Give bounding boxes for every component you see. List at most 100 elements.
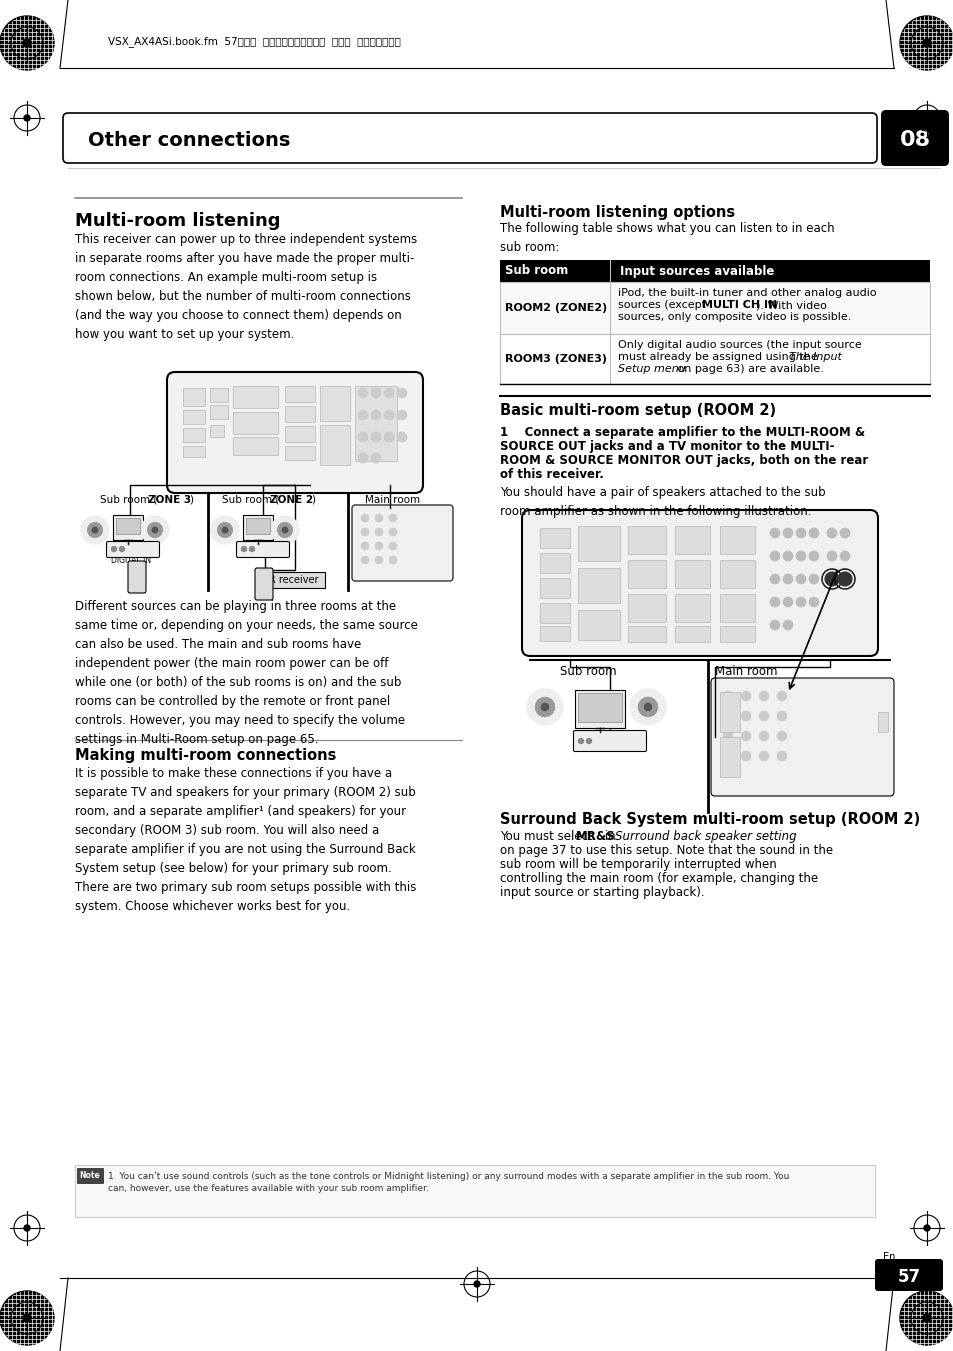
Circle shape [23,39,30,47]
Circle shape [360,542,369,550]
Circle shape [535,697,555,717]
Circle shape [24,115,30,122]
Circle shape [277,523,293,538]
Text: You must select: You must select [499,830,596,843]
Circle shape [808,597,818,607]
FancyBboxPatch shape [710,678,893,796]
Circle shape [360,513,369,521]
Circle shape [271,516,298,544]
Bar [183,446,205,457]
Circle shape [389,528,396,536]
Text: input source or starting playback).: input source or starting playback). [499,886,704,898]
Circle shape [740,731,750,740]
Bar [675,561,709,588]
Circle shape [526,689,562,725]
Bar [499,259,929,282]
Circle shape [776,751,786,761]
Circle shape [899,1292,953,1346]
Text: Main room: Main room [365,494,419,505]
Text: Sub room: Sub room [559,665,616,678]
Circle shape [24,1225,30,1231]
Text: Sub room: Sub room [504,265,568,277]
Text: The following table shows what you can listen to in each
sub room:: The following table shows what you can l… [499,222,834,254]
Circle shape [837,571,851,586]
Circle shape [360,557,369,563]
Circle shape [769,597,780,607]
Bar [285,446,314,459]
Bar [319,426,350,465]
Circle shape [923,115,929,122]
Text: Making multi-room connections: Making multi-room connections [75,748,336,763]
FancyBboxPatch shape [880,109,948,166]
Text: Different sources can be playing in three rooms at the
same time or, depending o: Different sources can be playing in thre… [75,600,417,746]
Circle shape [795,551,805,561]
Text: Other connections: Other connections [88,131,290,150]
Circle shape [923,39,930,47]
Text: This receiver can power up to three independent systems
in separate rooms after : This receiver can power up to three inde… [75,232,416,340]
Circle shape [384,432,394,442]
Text: ): ) [189,494,193,505]
Text: controlling the main room (for example, changing the: controlling the main room (for example, … [499,871,818,885]
Circle shape [759,731,768,740]
Circle shape [808,551,818,561]
FancyBboxPatch shape [107,542,159,558]
Circle shape [23,1315,30,1323]
Text: 1    Connect a separate amplifier to the MULTI-ROOM &: 1 Connect a separate amplifier to the MU… [499,426,864,439]
Circle shape [384,409,394,420]
Circle shape [824,571,838,586]
Circle shape [396,388,407,399]
Circle shape [375,528,382,536]
Circle shape [371,388,380,399]
Bar [285,407,314,422]
Circle shape [638,697,658,717]
Circle shape [808,528,818,538]
Bar [539,578,569,598]
Text: ): ) [311,494,314,505]
Text: Sub room (: Sub room ( [222,494,279,505]
Bar [233,436,277,455]
Circle shape [152,527,157,532]
Bar [627,594,665,621]
Bar [720,692,740,732]
Circle shape [384,388,394,399]
Bar [183,388,205,407]
FancyBboxPatch shape [352,505,453,581]
Circle shape [357,432,368,442]
Circle shape [782,528,792,538]
Circle shape [782,620,792,630]
Text: Surround back speaker setting: Surround back speaker setting [615,830,796,843]
Circle shape [0,1292,54,1346]
Circle shape [389,542,396,550]
Bar [720,626,754,642]
FancyBboxPatch shape [521,509,877,657]
Circle shape [826,528,836,538]
Bar [499,334,929,384]
Circle shape [782,551,792,561]
Circle shape [88,523,103,538]
Circle shape [389,557,396,563]
Bar [578,567,619,603]
Circle shape [474,1281,479,1288]
Bar [183,428,205,442]
Circle shape [776,731,786,740]
FancyBboxPatch shape [236,542,289,558]
Circle shape [112,547,116,551]
Circle shape [389,513,396,521]
FancyBboxPatch shape [573,731,646,751]
Circle shape [722,711,732,721]
Text: ROOM2 (ZONE2): ROOM2 (ZONE2) [504,303,607,313]
Circle shape [722,731,732,740]
Circle shape [578,739,583,743]
Bar [246,517,270,534]
Text: IR receiver: IR receiver [266,576,318,585]
FancyBboxPatch shape [254,567,273,600]
Circle shape [840,528,849,538]
Text: MR&S: MR&S [576,830,615,843]
Circle shape [795,574,805,584]
Bar [539,603,569,623]
Circle shape [81,516,109,544]
Text: Input sources available: Input sources available [619,265,774,277]
Circle shape [769,574,780,584]
Text: 57: 57 [897,1269,920,1286]
Text: Sub room (: Sub room ( [100,494,157,505]
